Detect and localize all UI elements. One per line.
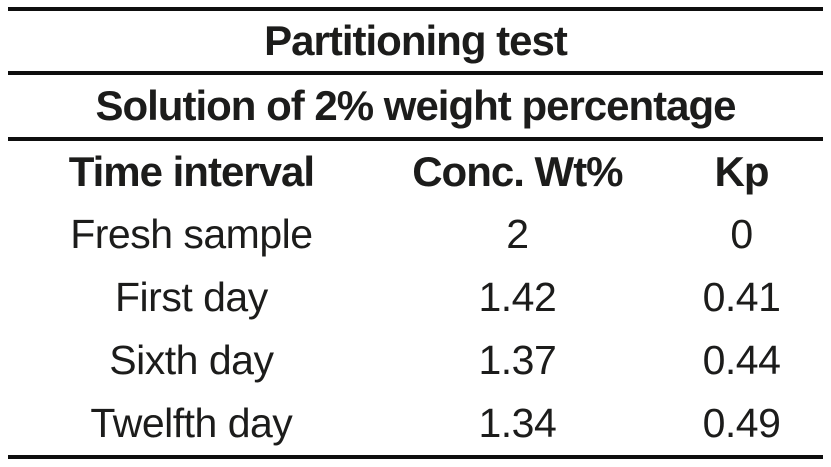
column-header-kp: Kp — [714, 148, 770, 195]
table-row: First day 1.42 0.41 — [8, 266, 823, 329]
table-title-row: Partitioning test — [8, 11, 823, 71]
cell-conc-wt: 1.42 — [478, 274, 557, 320]
table-header-row: Time interval Conc. Wt% Kp — [8, 141, 823, 203]
cell-conc-wt: 1.34 — [478, 400, 557, 446]
table-subtitle: Solution of 2% weight percentage — [95, 82, 736, 129]
cell-kp: 0.44 — [702, 337, 781, 383]
cell-conc-wt: 1.37 — [478, 337, 557, 383]
cell-kp: 0.41 — [702, 274, 781, 320]
bottom-rule — [8, 455, 823, 459]
cell-time-interval: Twelfth day — [90, 400, 293, 446]
cell-kp: 0.49 — [702, 400, 781, 446]
cell-conc-wt: 2 — [506, 211, 529, 257]
column-header-conc-wt: Conc. Wt% — [412, 148, 623, 195]
subtitle-divider-rule — [8, 137, 823, 141]
cell-time-interval: Fresh sample — [70, 211, 313, 257]
top-rule — [8, 7, 823, 11]
table-row: Fresh sample 2 0 — [8, 203, 823, 266]
cell-time-interval: First day — [115, 274, 268, 320]
title-divider-rule — [8, 71, 823, 75]
table-row: Twelfth day 1.34 0.49 — [8, 392, 823, 455]
column-header-time-interval: Time interval — [68, 148, 315, 195]
table-title: Partitioning test — [264, 17, 568, 64]
table-row: Sixth day 1.37 0.44 — [8, 329, 823, 392]
cell-kp: 0 — [730, 211, 753, 257]
cell-time-interval: Sixth day — [109, 337, 274, 383]
table-subtitle-row: Solution of 2% weight percentage — [8, 75, 823, 137]
